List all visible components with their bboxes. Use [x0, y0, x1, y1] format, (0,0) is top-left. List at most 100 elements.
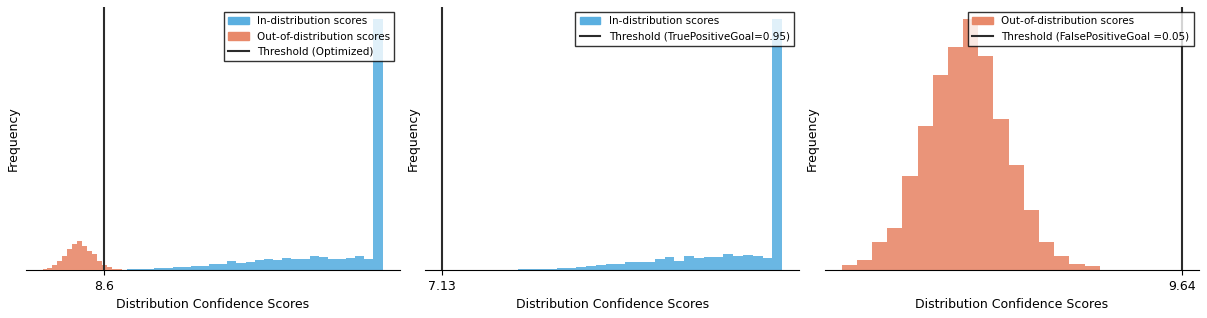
- Bar: [763, 258, 772, 270]
- Threshold (FalsePositiveGoal =0.05): [1174, 268, 1189, 272]
- Threshold (Optimized): [97, 268, 111, 272]
- Bar: [191, 266, 200, 270]
- Bar: [117, 269, 122, 270]
- Bar: [576, 267, 587, 270]
- Bar: [993, 119, 1009, 270]
- Bar: [82, 246, 87, 270]
- Bar: [675, 261, 684, 270]
- Bar: [527, 269, 537, 270]
- Legend: Out-of-distribution scores, Threshold (FalsePositiveGoal =0.05): Out-of-distribution scores, Threshold (F…: [968, 12, 1194, 46]
- Bar: [68, 249, 72, 270]
- Bar: [145, 269, 154, 270]
- Bar: [606, 264, 616, 270]
- Bar: [255, 260, 264, 270]
- Bar: [871, 242, 887, 270]
- Bar: [547, 269, 556, 270]
- Bar: [537, 269, 547, 270]
- Bar: [616, 264, 625, 270]
- Bar: [93, 254, 98, 270]
- Bar: [654, 259, 665, 270]
- Bar: [72, 244, 77, 270]
- Bar: [903, 176, 917, 270]
- Y-axis label: Frequency: Frequency: [806, 106, 820, 171]
- Bar: [933, 75, 947, 270]
- Y-axis label: Frequency: Frequency: [7, 106, 21, 171]
- Threshold (FalsePositiveGoal =0.05): [1174, 267, 1189, 271]
- Bar: [694, 258, 704, 270]
- Bar: [373, 19, 383, 270]
- Bar: [77, 241, 82, 270]
- X-axis label: Distribution Confidence Scores: Distribution Confidence Scores: [915, 298, 1108, 311]
- Bar: [596, 265, 606, 270]
- Bar: [107, 267, 112, 270]
- Bar: [753, 256, 763, 270]
- Bar: [887, 228, 903, 270]
- Bar: [772, 19, 782, 270]
- Bar: [665, 257, 675, 270]
- Bar: [112, 268, 117, 270]
- Bar: [587, 266, 596, 270]
- Bar: [301, 259, 309, 270]
- Bar: [200, 266, 209, 270]
- Bar: [319, 257, 328, 270]
- Bar: [841, 265, 857, 270]
- Bar: [328, 259, 337, 270]
- Bar: [291, 259, 301, 270]
- Bar: [273, 260, 282, 270]
- Bar: [245, 262, 255, 270]
- Bar: [1024, 210, 1039, 270]
- Bar: [264, 259, 273, 270]
- Bar: [181, 266, 191, 270]
- Bar: [733, 256, 744, 270]
- Bar: [684, 256, 694, 270]
- Bar: [645, 262, 654, 270]
- Bar: [163, 268, 173, 270]
- Bar: [237, 263, 245, 270]
- Bar: [47, 267, 52, 270]
- Bar: [917, 126, 933, 270]
- Bar: [136, 269, 145, 270]
- Bar: [173, 266, 181, 270]
- Bar: [337, 259, 346, 270]
- Bar: [518, 269, 527, 270]
- Bar: [52, 266, 58, 270]
- Bar: [704, 257, 713, 270]
- Bar: [98, 261, 103, 270]
- Bar: [713, 257, 723, 270]
- Bar: [635, 262, 645, 270]
- Bar: [218, 264, 227, 270]
- Bar: [346, 259, 355, 270]
- X-axis label: Distribution Confidence Scores: Distribution Confidence Scores: [116, 298, 309, 311]
- Bar: [556, 268, 566, 270]
- Threshold (TruePositiveGoal=0.95): [435, 268, 449, 272]
- Bar: [744, 255, 753, 270]
- Threshold (Optimized): [97, 268, 111, 272]
- Bar: [154, 268, 163, 270]
- Bar: [857, 260, 871, 270]
- Y-axis label: Frequency: Frequency: [407, 106, 420, 171]
- Bar: [365, 259, 373, 270]
- Bar: [723, 254, 733, 270]
- Bar: [58, 261, 63, 270]
- Bar: [209, 264, 218, 270]
- Bar: [963, 19, 978, 270]
- Bar: [1039, 242, 1054, 270]
- Bar: [355, 256, 365, 270]
- Bar: [42, 269, 47, 270]
- Bar: [625, 262, 635, 270]
- Bar: [227, 261, 237, 270]
- Bar: [978, 56, 993, 270]
- Bar: [566, 268, 576, 270]
- Legend: In-distribution scores, Out-of-distribution scores, Threshold (Optimized): In-distribution scores, Out-of-distribut…: [223, 12, 395, 61]
- Bar: [1085, 266, 1100, 270]
- X-axis label: Distribution Confidence Scores: Distribution Confidence Scores: [515, 298, 709, 311]
- Legend: In-distribution scores, Threshold (TruePositiveGoal=0.95): In-distribution scores, Threshold (TrueP…: [576, 12, 794, 46]
- Bar: [1069, 264, 1085, 270]
- Threshold (TruePositiveGoal=0.95): [435, 268, 449, 272]
- Bar: [282, 258, 291, 270]
- Bar: [127, 269, 136, 270]
- Bar: [309, 256, 319, 270]
- Bar: [63, 256, 68, 270]
- Bar: [947, 47, 963, 270]
- Bar: [103, 265, 107, 270]
